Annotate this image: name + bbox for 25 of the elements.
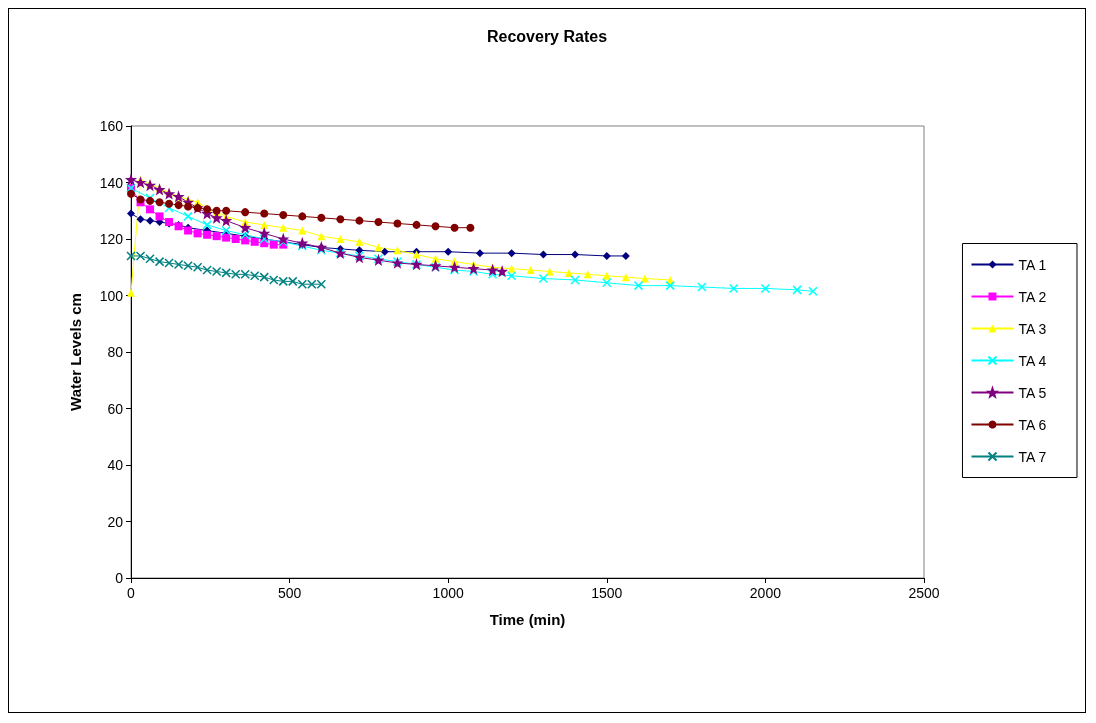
x-tick-label: 500 bbox=[277, 585, 302, 601]
chart-title: Recovery Rates bbox=[486, 27, 608, 45]
x-tick-label: 2500 bbox=[908, 585, 940, 601]
y-tick-label: 160 bbox=[99, 118, 124, 134]
y-tick-label: 100 bbox=[99, 287, 124, 304]
y-tick-label: 120 bbox=[99, 231, 124, 247]
legend-label: TA 5 bbox=[1018, 384, 1047, 401]
legend-label: TA 7 bbox=[1018, 448, 1047, 465]
legend-label: TA 2 bbox=[1018, 288, 1047, 305]
legend-label: TA 4 bbox=[1018, 352, 1047, 369]
x-tick-label: 1000 bbox=[432, 585, 464, 601]
y-tick-label: 80 bbox=[107, 344, 124, 360]
x-tick-label: 1500 bbox=[591, 585, 623, 601]
legend-label: TA 3 bbox=[1018, 320, 1047, 337]
y-axis-title: Water Levels cm bbox=[67, 293, 84, 411]
x-tick-label: 2000 bbox=[749, 585, 782, 601]
y-tick-label: 60 bbox=[107, 400, 124, 417]
legend-label: TA 1 bbox=[1018, 256, 1047, 273]
x-tick-label: 0 bbox=[127, 585, 136, 601]
y-tick-label: 0 bbox=[115, 570, 124, 586]
x-axis-title: Time (min) bbox=[489, 611, 566, 628]
y-tick-label: 20 bbox=[107, 513, 124, 530]
legend-label: TA 6 bbox=[1018, 416, 1047, 433]
y-tick-label: 40 bbox=[107, 457, 124, 473]
y-tick-label: 140 bbox=[99, 174, 124, 191]
